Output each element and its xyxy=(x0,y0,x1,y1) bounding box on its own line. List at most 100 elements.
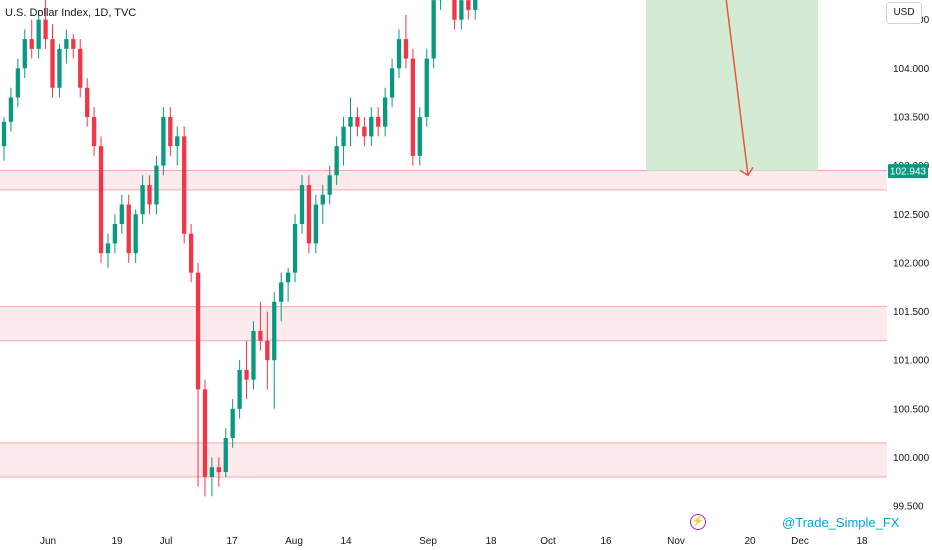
candle-body xyxy=(459,0,464,20)
y-tick-label: 104.000 xyxy=(893,64,930,75)
candle-body xyxy=(341,126,346,147)
y-tick-label: 102.500 xyxy=(893,210,930,221)
x-tick-label: Aug xyxy=(285,536,303,547)
x-tick-label: 19 xyxy=(111,536,123,547)
candle-body xyxy=(71,39,76,49)
x-tick-label: Jul xyxy=(160,536,173,547)
candle-body xyxy=(313,204,318,244)
short-position-tool[interactable] xyxy=(646,0,818,172)
candle-body xyxy=(202,389,208,477)
candle-body xyxy=(473,0,478,10)
y-tick-label: 101.500 xyxy=(893,307,930,318)
zone-band xyxy=(0,306,887,341)
candle-body xyxy=(209,467,215,477)
zone-band xyxy=(0,442,887,477)
y-tick-label: 100.500 xyxy=(893,404,930,415)
chart-title: U.S. Dollar Index, 1D, TVC xyxy=(5,7,136,19)
projection-path[interactable] xyxy=(690,0,749,176)
y-tick-label: 102.000 xyxy=(893,258,930,269)
candle-body xyxy=(299,185,305,224)
x-tick-label: Oct xyxy=(540,536,556,547)
y-tick-label: 100.000 xyxy=(893,453,930,464)
candle-body xyxy=(15,68,21,98)
take-profit-zone[interactable] xyxy=(646,0,818,172)
candle-body xyxy=(424,58,429,117)
target-price-label: 102.943 xyxy=(890,167,927,178)
candle-body xyxy=(168,116,173,147)
x-tick-label: 14 xyxy=(340,536,352,547)
y-tick-label: 99.500 xyxy=(893,502,924,513)
x-tick-label: Nov xyxy=(667,536,685,547)
candle-body xyxy=(383,97,388,127)
candle-body xyxy=(22,39,27,69)
candle-body xyxy=(327,175,332,195)
candle-body xyxy=(251,331,256,380)
x-tick-label: 17 xyxy=(226,536,238,547)
candle-body xyxy=(306,185,312,244)
candle-body xyxy=(452,0,457,20)
projection-arrow[interactable] xyxy=(690,0,754,177)
candle-body xyxy=(175,136,180,147)
candle-body xyxy=(216,467,221,473)
candle-body xyxy=(1,121,7,147)
candle-body xyxy=(348,116,353,127)
candle-body xyxy=(292,223,298,273)
currency-selector[interactable]: USD xyxy=(886,2,922,24)
candle-body xyxy=(112,223,118,244)
x-tick-label: Jun xyxy=(40,536,56,547)
candle-body xyxy=(320,194,325,205)
candle-body xyxy=(369,116,374,137)
x-tick-label: 18 xyxy=(856,536,868,547)
candle-body xyxy=(154,165,159,205)
candle-body xyxy=(362,126,367,137)
candle-body xyxy=(334,146,339,176)
candle-body xyxy=(161,116,166,166)
candle-body xyxy=(466,0,471,10)
lightning-icon[interactable]: ⚡ xyxy=(690,514,706,530)
candle-body xyxy=(396,39,402,69)
candle-body xyxy=(265,340,270,361)
candle-body xyxy=(223,438,228,473)
price-labels: 107.464106.362102.943DXY105.532+2.27%13:… xyxy=(888,164,928,179)
candle-body xyxy=(126,204,131,254)
y-tick-label: 101.000 xyxy=(893,356,930,367)
candle-body xyxy=(57,48,62,88)
candle-body xyxy=(147,185,152,205)
x-tick-label: 20 xyxy=(744,536,756,547)
candle-body xyxy=(8,97,14,122)
x-tick-label: Dec xyxy=(791,536,809,547)
candle-body xyxy=(36,19,41,49)
candle-body xyxy=(91,116,97,147)
candle-body xyxy=(43,19,48,40)
candle-body xyxy=(98,146,104,254)
candle-body xyxy=(64,39,69,49)
x-tick-label: 18 xyxy=(485,536,497,547)
candle-body xyxy=(78,48,83,88)
support-resistance-zones xyxy=(0,169,887,478)
x-tick-label: Sep xyxy=(419,536,437,547)
candle-body xyxy=(237,369,242,409)
y-tick-label: 103.500 xyxy=(893,112,930,123)
candle-body xyxy=(140,185,145,215)
target-price-label-bg xyxy=(888,164,928,179)
candle-body xyxy=(431,0,436,59)
candle-body xyxy=(50,39,55,88)
candle-body xyxy=(85,87,90,117)
candle-body xyxy=(230,408,235,439)
price-axis[interactable]: 99.00099.500100.000100.500101.000101.500… xyxy=(893,0,930,550)
candle-body xyxy=(389,68,395,98)
zone-band xyxy=(0,170,887,190)
time-axis[interactable]: Jun 19 Jul 17 Aug 14 Sep 18 Oct 16 Nov 20 Dec 18 xyxy=(40,536,868,547)
candle-body xyxy=(355,116,360,127)
candle-body xyxy=(272,301,277,361)
candle-body xyxy=(133,214,138,254)
candle-body xyxy=(119,204,124,224)
candle-body xyxy=(182,136,187,234)
candle-body xyxy=(29,39,34,49)
projection-arrowhead xyxy=(739,166,754,177)
candle-body xyxy=(403,39,409,59)
candle-body xyxy=(285,272,291,283)
candle-body xyxy=(258,331,263,341)
watermark: @Trade_Simple_FX xyxy=(782,515,900,530)
